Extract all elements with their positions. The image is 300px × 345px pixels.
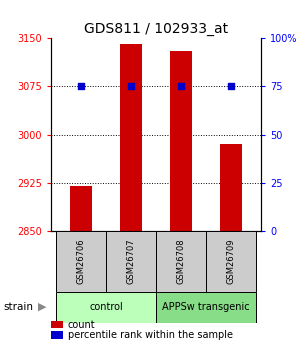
Bar (206, 231, 256, 292)
Bar (170, 51, 192, 231)
Point (229, 83, 233, 89)
Bar (156, 231, 206, 292)
Text: count: count (68, 320, 95, 329)
Point (178, 83, 183, 89)
Bar (120, 45, 142, 231)
Bar (56, 231, 106, 292)
Text: ▶: ▶ (38, 302, 46, 312)
Point (129, 83, 134, 89)
Bar (156, 292, 256, 323)
Text: GSM26709: GSM26709 (226, 239, 236, 284)
Text: GSM26707: GSM26707 (127, 238, 136, 284)
Bar (70, 186, 92, 231)
Bar (220, 144, 242, 231)
Text: strain: strain (3, 302, 33, 312)
Bar (51, 321, 63, 328)
Bar (106, 231, 156, 292)
Text: APPSw transgenic: APPSw transgenic (162, 302, 250, 312)
Text: GSM26708: GSM26708 (176, 238, 185, 284)
Point (79, 83, 83, 89)
Title: GDS811 / 102933_at: GDS811 / 102933_at (84, 21, 228, 36)
Text: GSM26706: GSM26706 (76, 238, 85, 284)
Bar (51, 331, 63, 339)
Text: control: control (89, 302, 123, 312)
Text: percentile rank within the sample: percentile rank within the sample (68, 330, 232, 340)
Bar (56, 292, 156, 323)
